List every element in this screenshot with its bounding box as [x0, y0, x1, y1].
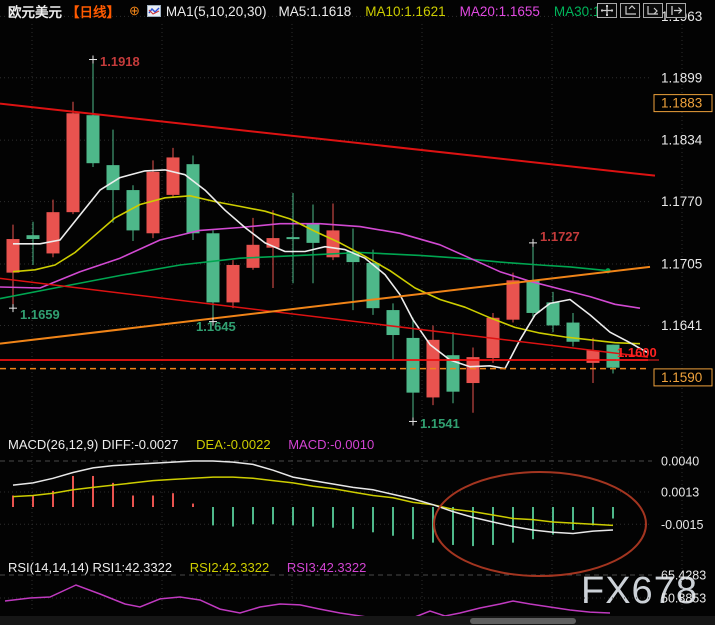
candle[interactable] [506, 272, 520, 323]
ma30-value-label: MA30:1. [553, 3, 605, 19]
time-axis-strip [0, 616, 715, 625]
svg-text:1.1727: 1.1727 [540, 229, 580, 244]
svg-text:1.1883: 1.1883 [661, 96, 702, 111]
candle[interactable] [146, 160, 160, 239]
scroll-right-button[interactable] [666, 3, 686, 18]
candle[interactable] [66, 101, 80, 215]
svg-text:0.0040: 0.0040 [661, 455, 699, 469]
candle[interactable] [6, 224, 20, 309]
ma10-line [12, 195, 641, 345]
macd-macd-value: MACD:-0.0010 [288, 437, 375, 452]
candle[interactable] [326, 203, 340, 261]
boxed-price-label [653, 94, 713, 113]
svg-text:1.1600: 1.1600 [617, 345, 657, 360]
ma5-value-label: MA5:1.1618 [278, 3, 352, 19]
candle[interactable] [466, 347, 480, 413]
svg-text:1.1641: 1.1641 [661, 318, 702, 333]
svg-text:1.1705: 1.1705 [661, 257, 702, 272]
svg-text:1.1590: 1.1590 [661, 370, 702, 385]
bar-arrow-right-icon [671, 6, 683, 15]
svg-text:0.0013: 0.0013 [661, 486, 699, 500]
axis-arrow-left-icon [625, 5, 636, 15]
svg-text:1.1899: 1.1899 [661, 70, 702, 85]
symbol-name: 欧元美元 [8, 5, 62, 20]
svg-text:65.4283: 65.4283 [661, 568, 706, 582]
macd-dea-value: DEA:-0.0022 [196, 437, 271, 452]
trendline-inner-resistance[interactable] [0, 277, 649, 358]
ellipse-drawing[interactable] [433, 471, 647, 577]
macd-dea-line [12, 476, 614, 527]
svg-text:1.1918: 1.1918 [100, 54, 140, 69]
candle[interactable] [106, 129, 120, 223]
svg-text:-0.0015: -0.0015 [661, 518, 703, 532]
ma-settings-label: MA1(5,10,20,30) [165, 3, 267, 19]
candle[interactable] [366, 249, 380, 315]
trendline-upper-resistance[interactable] [0, 102, 656, 177]
add-indicator-icon[interactable]: ⊕ [129, 3, 140, 18]
rsi3-value: RSI3:42.3322 [286, 560, 367, 575]
ma5-line [13, 169, 648, 370]
candle[interactable] [286, 192, 300, 284]
candle[interactable] [306, 204, 320, 284]
chart-toolbar [597, 3, 686, 18]
candle[interactable] [186, 155, 200, 240]
zoom-axis-right-button[interactable] [643, 3, 663, 18]
gridlines [0, 15, 683, 612]
ma20-value-label: MA20:1.1655 [459, 3, 540, 19]
pan-move-button[interactable] [597, 3, 617, 18]
price-axis: 1.19631.18991.18341.17701.17051.16411.18… [653, 9, 713, 606]
move-cross-icon [601, 5, 613, 16]
macd-diff-line [12, 460, 614, 535]
svg-text:1.1541: 1.1541 [420, 416, 460, 431]
candle[interactable] [206, 230, 220, 322]
candle[interactable] [406, 317, 420, 422]
ma10-value-label: MA10:1.1621 [365, 3, 446, 19]
trendline-rising-orange[interactable] [0, 265, 651, 345]
rsi2-value: RSI2:42.3322 [189, 560, 270, 575]
ma20-line [0, 222, 641, 309]
annotations: 1.1918 1.1727 1.1659 1.1645 1.1541 1.1600 [9, 54, 659, 431]
svg-text:1.1770: 1.1770 [661, 194, 702, 209]
svg-text:1.1659: 1.1659 [20, 307, 60, 322]
chart-header: 欧元美元 【日线】 ⊕ MA1(5,10,20,30) MA5:1.1618 M… [0, 0, 604, 22]
candle[interactable] [266, 210, 280, 288]
chart-type-icon[interactable] [146, 4, 161, 18]
macd-title-diff: MACD(26,12,9) DIFF:-0.0027 [8, 437, 179, 452]
candle[interactable] [226, 260, 240, 309]
candles-layer [6, 59, 620, 422]
candle[interactable] [126, 185, 140, 241]
candle[interactable] [346, 228, 360, 311]
axis-arrow-right-icon [647, 6, 658, 15]
candle[interactable] [446, 332, 460, 404]
candle[interactable] [386, 303, 400, 360]
macd-panel [12, 460, 614, 547]
svg-text:50.8853: 50.8853 [661, 592, 706, 606]
zoom-axis-left-button[interactable] [620, 3, 640, 18]
timeframe-label[interactable]: 【日线】 [66, 5, 120, 20]
candle[interactable] [566, 312, 580, 347]
candle[interactable] [426, 325, 440, 406]
h-scrollbar-thumb[interactable] [470, 618, 576, 624]
rsi-title-rsi1: RSI(14,14,14) RSI1:42.3322 [8, 560, 173, 575]
macd-panel-header: MACD(26,12,9) DIFF:-0.0027 DEA:-0.0022 M… [8, 437, 374, 452]
rsi-panel-header: RSI(14,14,14) RSI1:42.3322 RSI2:42.3322 … [8, 560, 366, 575]
candle[interactable] [546, 291, 560, 333]
watermark: FX678 [581, 570, 698, 612]
boxed-price-label [653, 368, 713, 387]
svg-text:1.1834: 1.1834 [661, 133, 703, 148]
rsi-line [4, 584, 611, 623]
svg-text:1.1645: 1.1645 [196, 319, 236, 334]
candle[interactable] [46, 199, 60, 258]
